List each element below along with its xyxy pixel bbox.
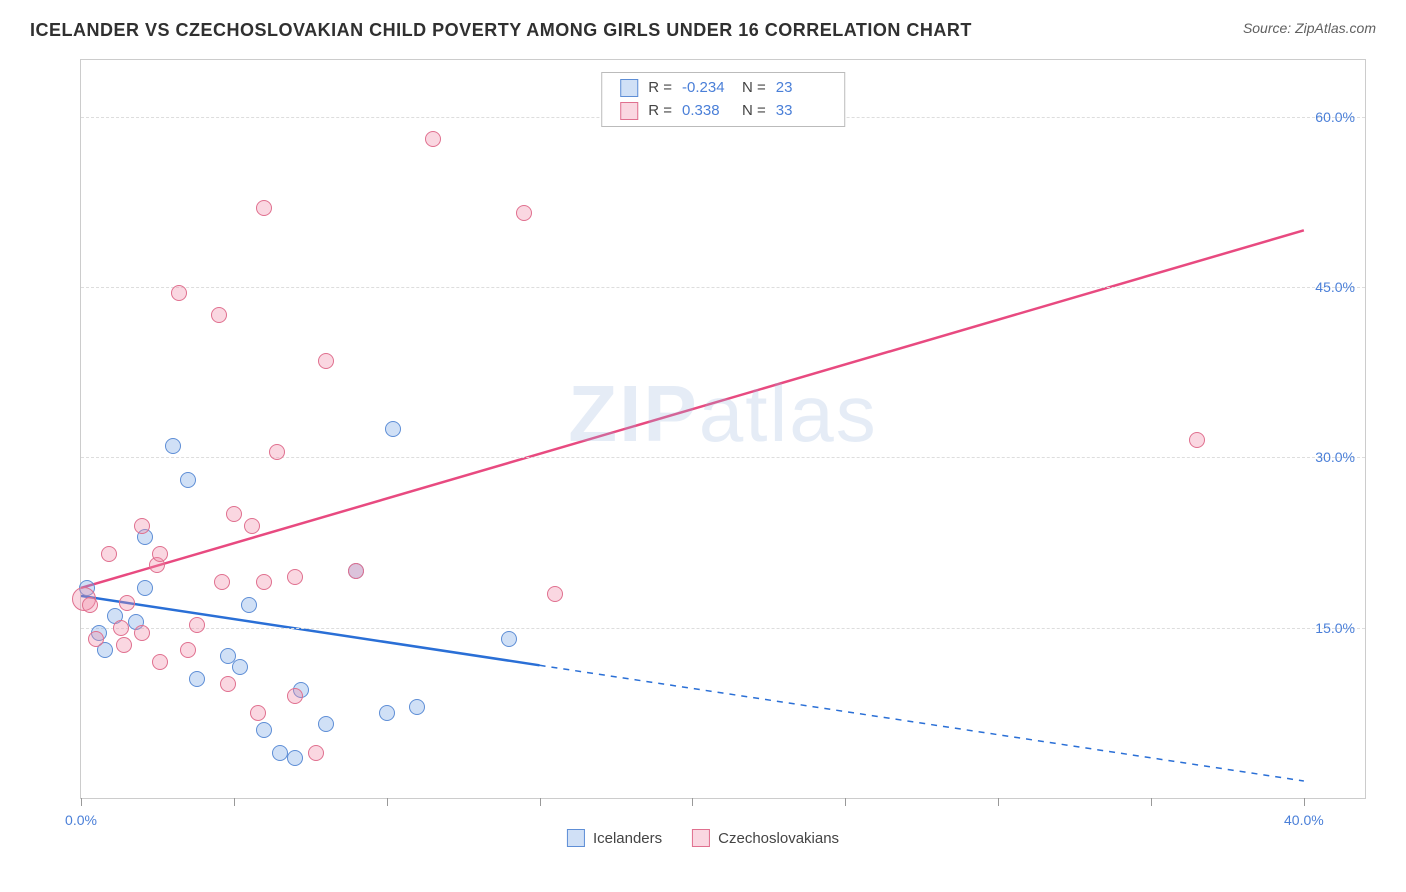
data-point-czechoslovakians xyxy=(269,444,285,460)
gridline xyxy=(81,628,1365,629)
stat-r-value: 0.338 xyxy=(682,100,732,123)
x-tick xyxy=(234,798,235,806)
data-point-czechoslovakians xyxy=(348,563,364,579)
stat-n-value: 33 xyxy=(776,100,826,123)
legend: Icelanders Czechoslovakians xyxy=(567,829,839,847)
data-point-icelanders xyxy=(241,597,257,613)
data-point-czechoslovakians xyxy=(250,705,266,721)
y-tick-label: 30.0% xyxy=(1315,449,1355,465)
data-point-czechoslovakians xyxy=(119,595,135,611)
legend-label: Czechoslovakians xyxy=(718,830,839,847)
data-point-czechoslovakians xyxy=(101,546,117,562)
data-point-icelanders xyxy=(189,671,205,687)
data-point-czechoslovakians xyxy=(318,353,334,369)
data-point-czechoslovakians xyxy=(180,642,196,658)
stat-n-value: 23 xyxy=(776,77,826,100)
data-point-czechoslovakians xyxy=(547,586,563,602)
data-point-icelanders xyxy=(501,631,517,647)
data-point-icelanders xyxy=(256,722,272,738)
x-tick xyxy=(387,798,388,806)
x-tick xyxy=(998,798,999,806)
data-point-icelanders xyxy=(287,750,303,766)
data-point-czechoslovakians xyxy=(214,574,230,590)
data-point-czechoslovakians xyxy=(220,676,236,692)
stat-r-label: R = xyxy=(648,77,672,100)
data-point-icelanders xyxy=(232,659,248,675)
data-point-icelanders xyxy=(379,705,395,721)
swatch-icon xyxy=(692,829,710,847)
y-tick-label: 15.0% xyxy=(1315,620,1355,636)
data-point-czechoslovakians xyxy=(134,518,150,534)
legend-label: Icelanders xyxy=(593,830,662,847)
x-tick-label: 40.0% xyxy=(1284,812,1324,828)
x-tick xyxy=(81,798,82,806)
data-point-icelanders xyxy=(409,699,425,715)
watermark: ZIPatlas xyxy=(568,368,877,460)
data-point-icelanders xyxy=(385,421,401,437)
data-point-czechoslovakians xyxy=(134,625,150,641)
data-point-czechoslovakians xyxy=(82,597,98,613)
plot-area: ZIPatlas R = -0.234 N = 23 R = 0.338 N = 33… xyxy=(80,59,1366,799)
x-tick-label: 0.0% xyxy=(65,812,97,828)
data-point-czechoslovakians xyxy=(1189,432,1205,448)
x-tick xyxy=(1304,798,1305,806)
x-tick xyxy=(692,798,693,806)
data-point-czechoslovakians xyxy=(152,654,168,670)
chart-title: ICELANDER VS CZECHOSLOVAKIAN CHILD POVER… xyxy=(30,20,972,41)
data-point-czechoslovakians xyxy=(308,745,324,761)
y-tick-label: 60.0% xyxy=(1315,109,1355,125)
stats-row-icelanders: R = -0.234 N = 23 xyxy=(620,77,826,100)
data-point-icelanders xyxy=(318,716,334,732)
data-point-czechoslovakians xyxy=(516,205,532,221)
legend-item-czechoslovakians: Czechoslovakians xyxy=(692,829,839,847)
stats-row-czechoslovakians: R = 0.338 N = 33 xyxy=(620,100,826,123)
data-point-czechoslovakians xyxy=(171,285,187,301)
stats-box: R = -0.234 N = 23 R = 0.338 N = 33 xyxy=(601,72,845,127)
data-point-icelanders xyxy=(272,745,288,761)
regression-lines xyxy=(81,60,1365,798)
data-point-czechoslovakians xyxy=(152,546,168,562)
stat-r-value: -0.234 xyxy=(682,77,732,100)
swatch-icon xyxy=(567,829,585,847)
x-tick xyxy=(845,798,846,806)
data-point-czechoslovakians xyxy=(256,574,272,590)
data-point-czechoslovakians xyxy=(287,688,303,704)
data-point-czechoslovakians xyxy=(226,506,242,522)
data-point-czechoslovakians xyxy=(211,307,227,323)
chart-wrapper: Child Poverty Among Girls Under 16 ZIPat… xyxy=(30,49,1376,859)
stat-r-label: R = xyxy=(648,100,672,123)
swatch-icon xyxy=(620,102,638,120)
gridline xyxy=(81,287,1365,288)
data-point-icelanders xyxy=(137,580,153,596)
swatch-icon xyxy=(620,79,638,97)
data-point-icelanders xyxy=(180,472,196,488)
data-point-czechoslovakians xyxy=(116,637,132,653)
data-point-czechoslovakians xyxy=(256,200,272,216)
source-label: Source: ZipAtlas.com xyxy=(1243,20,1376,36)
data-point-czechoslovakians xyxy=(425,131,441,147)
data-point-czechoslovakians xyxy=(88,631,104,647)
data-point-czechoslovakians xyxy=(189,617,205,633)
legend-item-icelanders: Icelanders xyxy=(567,829,662,847)
data-point-czechoslovakians xyxy=(287,569,303,585)
y-tick-label: 45.0% xyxy=(1315,279,1355,295)
data-point-icelanders xyxy=(165,438,181,454)
stat-n-label: N = xyxy=(742,100,766,123)
x-tick xyxy=(1151,798,1152,806)
data-point-czechoslovakians xyxy=(113,620,129,636)
stat-n-label: N = xyxy=(742,77,766,100)
x-tick xyxy=(540,798,541,806)
data-point-czechoslovakians xyxy=(244,518,260,534)
